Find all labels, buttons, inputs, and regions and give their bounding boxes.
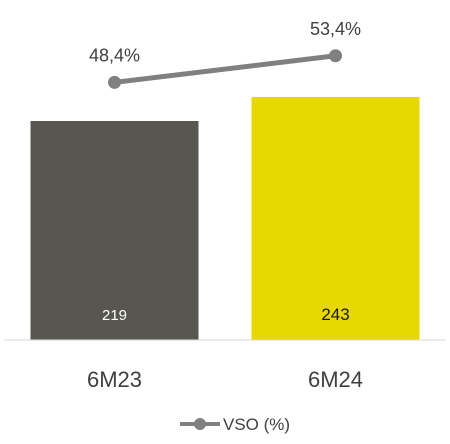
bar-6M23 <box>30 121 199 340</box>
line-point <box>329 49 342 63</box>
bars-layer <box>30 97 420 340</box>
bar-6M24 <box>251 97 420 340</box>
axis-layer: 6M23 6M24 <box>4 339 446 392</box>
line-data-label: 53,4% <box>310 19 361 39</box>
bar-value-label: 219 <box>102 307 127 324</box>
x-tick-label: 6M24 <box>308 367 363 392</box>
labels-layer: 219 243 48,4% 53,4% <box>89 19 361 324</box>
line-series-vso <box>112 53 338 85</box>
line-data-label: 48,4% <box>89 45 140 65</box>
legend-label: VSO (%) <box>223 415 290 434</box>
line-layer <box>108 49 342 89</box>
line-point <box>108 75 121 89</box>
legend: VSO (%) <box>180 415 290 434</box>
legend-point-marker <box>194 418 206 430</box>
x-tick-label: 6M23 <box>87 367 142 392</box>
bar-value-label: 243 <box>321 305 349 324</box>
